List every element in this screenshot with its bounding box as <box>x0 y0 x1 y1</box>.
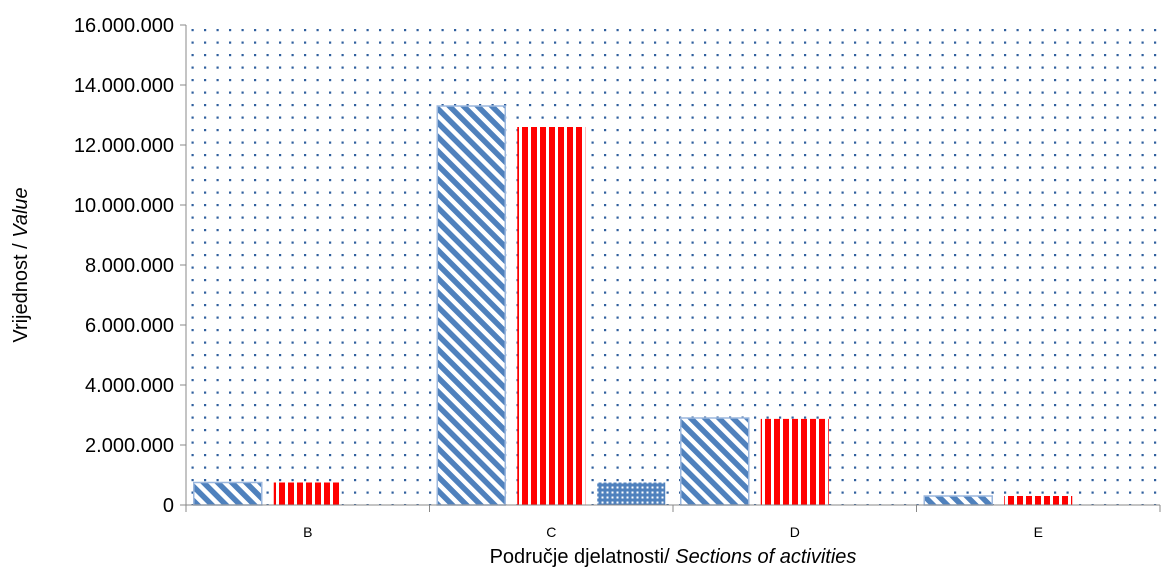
bar-C-series-3 <box>597 482 666 505</box>
x-category-label: C <box>546 524 556 540</box>
axes-group <box>180 24 1161 512</box>
bar-D-series-1 <box>680 417 750 506</box>
bar-E-series-1 <box>923 495 993 506</box>
x-axis-title: Područje djelatnosti/ Sections of activi… <box>490 546 857 568</box>
y-axis-title-italic: Value <box>10 187 32 237</box>
y-tick-labels: 0 2.000.000 4.000.000 6.000.000 8.000.000 10.… <box>74 15 174 517</box>
y-tick-label: 0 <box>163 495 174 517</box>
plot-area-background <box>186 25 1160 505</box>
bar-D-series-2 <box>760 418 829 505</box>
x-category-label: B <box>303 524 312 540</box>
y-tick-label: 16.000.000 <box>74 15 174 37</box>
bar-B-series-2 <box>273 482 342 505</box>
y-tick-label: 10.000.000 <box>74 195 174 217</box>
y-tick-label: 8.000.000 <box>85 255 174 277</box>
bar-E-series-2 <box>1004 496 1073 505</box>
bar-C-series-1 <box>436 105 506 506</box>
bar-C-series-2 <box>517 127 586 505</box>
y-tick-label: 6.000.000 <box>85 315 174 337</box>
x-category-labels: B C D E <box>303 524 1043 540</box>
x-axis-title-italic: Sections of activities <box>675 546 856 568</box>
x-category-label: E <box>1034 524 1043 540</box>
x-axis-title-main: Područje djelatnosti/ <box>490 546 676 568</box>
y-tick-label: 2.000.000 <box>85 435 174 457</box>
y-tick-label: 4.000.000 <box>85 375 174 397</box>
y-tick-label: 14.000.000 <box>74 75 174 97</box>
x-category-label: D <box>790 524 800 540</box>
bars-group <box>193 105 1073 506</box>
y-tick-label: 12.000.000 <box>74 135 174 157</box>
y-axis-title-main: Vrijednost / <box>10 238 32 343</box>
y-axis-title: Vrijednost / Value <box>10 187 32 342</box>
bar-B-series-1 <box>193 481 263 506</box>
